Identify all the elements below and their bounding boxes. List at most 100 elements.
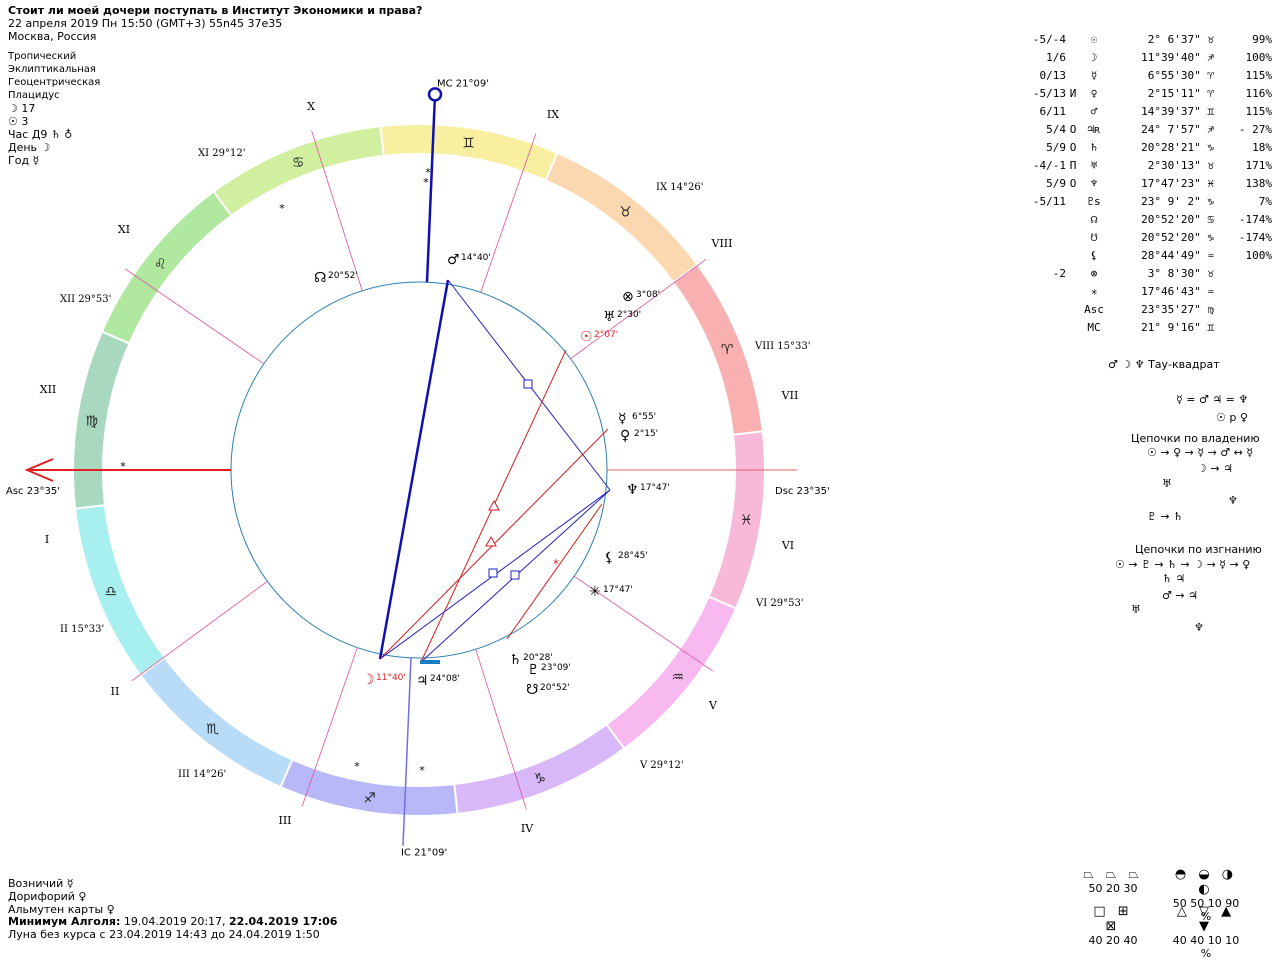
- planet-asp-cell: 5/4: [1046, 122, 1066, 136]
- zodiac-sign-icon: ♉: [619, 204, 632, 220]
- planet-row: ☋ 20°52'20" ♑ -174%: [1010, 228, 1272, 246]
- planet-sym-cell: ☋: [1090, 230, 1098, 244]
- element-icons: ⏢ ⏢ ⏢: [1083, 867, 1143, 882]
- zodiac-sign-icon: ♈: [721, 342, 734, 358]
- planet-asp-cell: 5/9: [1046, 176, 1066, 190]
- house-number: VIII: [711, 237, 733, 250]
- planet-row: 6/11 ♂ 14°39'37" ♊ 115%: [1010, 102, 1273, 120]
- planet-mod-cell: О: [1069, 140, 1077, 154]
- planet-degree-label: 6°55': [632, 412, 656, 422]
- house-cusp-line: [475, 649, 527, 810]
- zodiac-sign-icon: ♍: [85, 414, 98, 430]
- planet-degree-label: 11°40': [376, 673, 406, 683]
- ic-line: [402, 657, 412, 846]
- planet-row: 0/13 ☿ 6°55'30" ♈ 115%: [1010, 66, 1273, 84]
- planet-sym-cell: ☊: [1090, 212, 1098, 226]
- planet-asp-cell: 0/13: [1039, 68, 1067, 82]
- planet-mod-cell: И: [1069, 86, 1077, 100]
- planet-row: -5/13 И ♀ 2°15'11" ♈ 116%: [1010, 84, 1272, 102]
- planet-hour: Час Д9 ♄ ♁: [8, 128, 73, 141]
- planet-sym-cell: ♃ʀ: [1087, 122, 1101, 136]
- planet-sym-cell: ♇ѕ: [1087, 194, 1101, 208]
- chains-ownership-line: ☽ → ♃: [1197, 462, 1233, 475]
- sun-day: ☉ 3: [8, 115, 29, 128]
- planet-mod-cell: О: [1069, 122, 1077, 136]
- algol-date-2: 22.04.2019 17:06: [229, 915, 338, 928]
- chains-ownership-line: ♆: [1228, 494, 1238, 507]
- planet-degree-label: 2°07': [594, 330, 618, 340]
- element-legend-1: ⏢ ⏢ ⏢ 50 20 30: [1083, 867, 1143, 895]
- planet-row: -4/-1 П ♅ 2°30'13" ♉ 171%: [1010, 156, 1272, 174]
- natal-chart-wheel: ♈ ♉ ♊ ♋ ♌ ♍ ♎ ♏ ♐ ♑ ♒ ♓ MC 21°09' IC 21°09' Asc 23°35'…: [6, 78, 830, 858]
- house-cusp-label: II 15°33': [60, 624, 104, 635]
- planet-positions-table: -5/-4 ☉ 2° 6'37" ♉ 99% 1/6 ☽ 11°39'40" ♐ 100% 0/…: [1010, 30, 1272, 336]
- chains-exile-line: ♅: [1131, 603, 1141, 616]
- planet-pos-cell: 3° 8'30" ♉: [1147, 266, 1214, 280]
- planet-pct-cell: 100%: [1245, 50, 1273, 64]
- planet-pos-cell: 24° 7'57" ♐: [1141, 122, 1214, 136]
- planet-asp-cell: 1/6: [1046, 50, 1066, 64]
- house-cusp-label: XII 29°53': [60, 294, 111, 305]
- zodiac-sector: [72, 330, 131, 510]
- inner-circle: [230, 281, 608, 659]
- planet-pct-cell: 138%: [1245, 176, 1273, 190]
- planet-pos-cell: 23° 9' 2" ♑: [1141, 194, 1214, 208]
- zodiac-sign-icon: ♑: [534, 771, 547, 787]
- planet-glyph-icon: ♆: [626, 482, 639, 498]
- planet-row: MC 21° 9'16" ♊: [1010, 318, 1272, 336]
- center-type: Геоцентрическая: [8, 77, 101, 88]
- aspect-line: [378, 279, 450, 660]
- zodiac-sector: [707, 430, 766, 610]
- planet-row: -5/-4 ☉ 2° 6'37" ♉ 99%: [1010, 30, 1272, 48]
- planet-pct-cell: 116%: [1245, 86, 1273, 100]
- planet-sym-cell: ♆: [1090, 176, 1098, 190]
- planet-degree-label: 17°47': [640, 483, 670, 493]
- zodiac-type: Тропический: [8, 51, 77, 62]
- mc-label: MC 21°09': [437, 78, 489, 89]
- dsc-label: Dsc 23°35': [775, 486, 830, 497]
- planet-glyph-icon: ♂: [447, 252, 460, 268]
- planet-glyph-icon: ⊗: [622, 289, 634, 305]
- aspect-line: [506, 503, 603, 640]
- planet-asp-cell: -5/13: [1032, 86, 1066, 100]
- planet-pos-cell: 2° 6'37" ♉: [1147, 32, 1214, 46]
- element-legend-4: △ ▽ ▲ ▼ 40 40 10 10 %: [1166, 904, 1246, 960]
- planet-sym-cell: ♄: [1090, 140, 1098, 154]
- chains-ownership-line: ☉ → ♀ → ☿ → ♂ ↔ ☿: [1147, 446, 1254, 459]
- planet-pct-cell: - 27%: [1238, 122, 1272, 136]
- house-number: X: [307, 100, 315, 113]
- algol-minimum: Минимум Алголя: 19.04.2019 20:17, 22.04.…: [8, 915, 337, 928]
- planet-pos-cell: 20°52'20" ♑: [1141, 230, 1214, 244]
- chains-exile-line: ☉ → ♇ → ♄ → ☽ → ☿ → ♀: [1115, 558, 1251, 571]
- planet-day: День ☽: [8, 141, 51, 154]
- house-cusp-line: [573, 575, 714, 672]
- house-cusp-line: [570, 258, 707, 360]
- house-number: V: [708, 699, 718, 712]
- element-legend-2: ◓ ◒ ◑ ◐ 50 50 10 90 %: [1166, 867, 1246, 923]
- planet-pct-cell: 115%: [1245, 68, 1273, 82]
- planet-sym-cell: ☿: [1090, 68, 1098, 82]
- planet-pos-cell: 11°39'40" ♐: [1141, 50, 1214, 64]
- planet-degree-label: 20°28': [523, 653, 553, 663]
- planet-asp-cell: -4/-1: [1032, 158, 1066, 172]
- planet-year: Год ☿: [8, 154, 40, 167]
- planet-pct-cell: 100%: [1245, 248, 1273, 262]
- star-marker-icon: *: [279, 202, 285, 215]
- planet-degree-label: 20°52': [328, 271, 358, 281]
- zodiac-sign-icon: ♏: [206, 722, 219, 738]
- chains-ownership-line: ♅: [1162, 477, 1172, 490]
- chart-title: Стоит ли моей дочери поступать в Институ…: [8, 4, 423, 17]
- planet-glyph-icon: ♅: [603, 309, 616, 325]
- planet-glyph-icon: ♃: [416, 673, 429, 689]
- zodiac-sign-icon: ♋: [292, 155, 305, 171]
- planet-degree-label: 2°15': [634, 429, 658, 439]
- rulership-equation: ☿ = ♂ ♃ = ♆: [1176, 393, 1249, 406]
- zodiac-sector: [74, 504, 167, 677]
- planet-row: 5/4 О ♃ʀ 24° 7'57" ♐ - 27%: [1010, 120, 1272, 138]
- algol-date-1: 19.04.2019 20:17,: [123, 915, 226, 928]
- square-aspect-marker: [510, 570, 520, 580]
- zodiac-sign-icon: ♓: [740, 512, 753, 528]
- zodiac-sector: [212, 125, 385, 218]
- planet-row: 1/6 ☽ 11°39'40" ♐ 100%: [1010, 48, 1272, 66]
- zodiac-sign-icon: ♌: [154, 257, 167, 273]
